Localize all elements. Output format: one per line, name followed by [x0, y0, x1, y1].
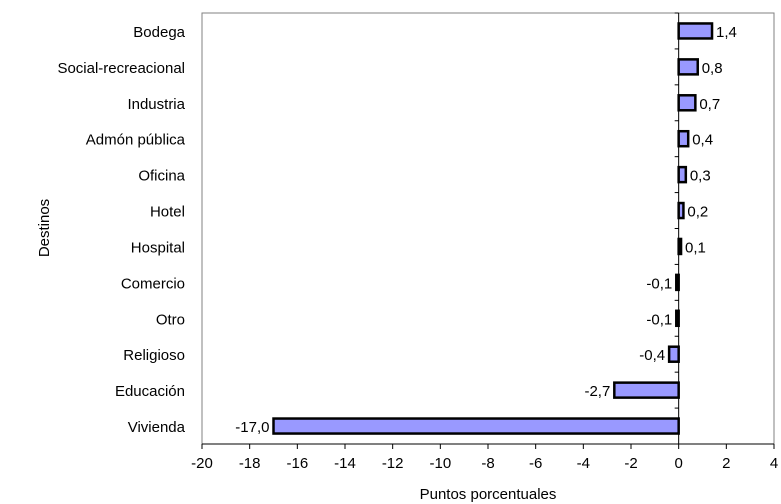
x-tick-label: -18: [239, 455, 261, 472]
bar-value-label: 0,3: [690, 168, 711, 185]
category-label: Religioso: [123, 347, 185, 364]
x-tick-label: -14: [334, 455, 356, 472]
category-label: Educación: [115, 383, 185, 400]
x-tick-label: 2: [722, 455, 730, 472]
x-tick-label: -4: [577, 455, 590, 472]
bar: [677, 22, 714, 40]
plot-area-frame: [201, 12, 775, 445]
bar: [677, 94, 697, 112]
category-label: Hotel: [150, 204, 185, 221]
bar-value-label: 0,1: [685, 239, 706, 256]
bar: [613, 381, 680, 399]
category-label: Social-recreacional: [57, 60, 185, 77]
value-labels-layer: 1,4 0,8 0,7 0,4 0,3 0,2 0,1 -0,1 -0,1 -0,4 -2,7 -17…: [235, 24, 737, 436]
category-label: Oficina: [138, 168, 185, 185]
category-label: Bodega: [133, 24, 185, 41]
x-tick-label: -12: [382, 455, 404, 472]
bar-value-label: -0,4: [639, 347, 665, 364]
x-tick-label: -10: [429, 455, 451, 472]
category-label: Hospital: [131, 239, 185, 256]
bar: [677, 165, 688, 184]
category-label: Otro: [156, 311, 185, 328]
bar-value-label: 0,8: [702, 60, 723, 77]
bar-value-label: 1,4: [716, 24, 737, 41]
x-tick-label: -6: [529, 455, 542, 472]
bar: [272, 417, 680, 435]
category-label: Vivienda: [128, 419, 186, 436]
bar: [667, 345, 680, 363]
x-axis-title: Puntos porcentuales: [420, 486, 557, 503]
bar: [677, 201, 685, 220]
x-tick-label: 4: [770, 455, 778, 472]
category-labels-layer: Bodega Social-recreacional Industria Admón …: [57, 24, 185, 436]
bar-value-label: -0,1: [646, 311, 672, 328]
bar-value-label: 0,2: [687, 204, 708, 221]
bar-value-label: 0,4: [692, 132, 713, 149]
bar-value-label: 0,7: [699, 96, 720, 113]
bar: [677, 58, 699, 76]
category-label: Industria: [127, 96, 185, 113]
bar: [677, 129, 690, 148]
bar-value-label: -17,0: [235, 419, 269, 436]
x-axis-layer: -20 -18 -16 -14 -12 -10 -8 -6 -4 -2 0 2 4: [191, 443, 778, 472]
x-tick-label: -8: [481, 455, 494, 472]
zero-axis-layer: [674, 12, 680, 445]
x-tick-label: -20: [191, 455, 213, 472]
bar-value-label: -0,1: [646, 275, 672, 292]
category-label: Admón pública: [86, 132, 186, 149]
category-label: Comercio: [121, 275, 185, 292]
y-axis-title: Destinos: [36, 199, 53, 257]
x-tick-label: -2: [624, 455, 637, 472]
bars-layer: [272, 22, 714, 435]
bar-value-label: -2,7: [584, 383, 610, 400]
x-tick-label: -16: [286, 455, 308, 472]
x-tick-label: 0: [674, 455, 682, 472]
